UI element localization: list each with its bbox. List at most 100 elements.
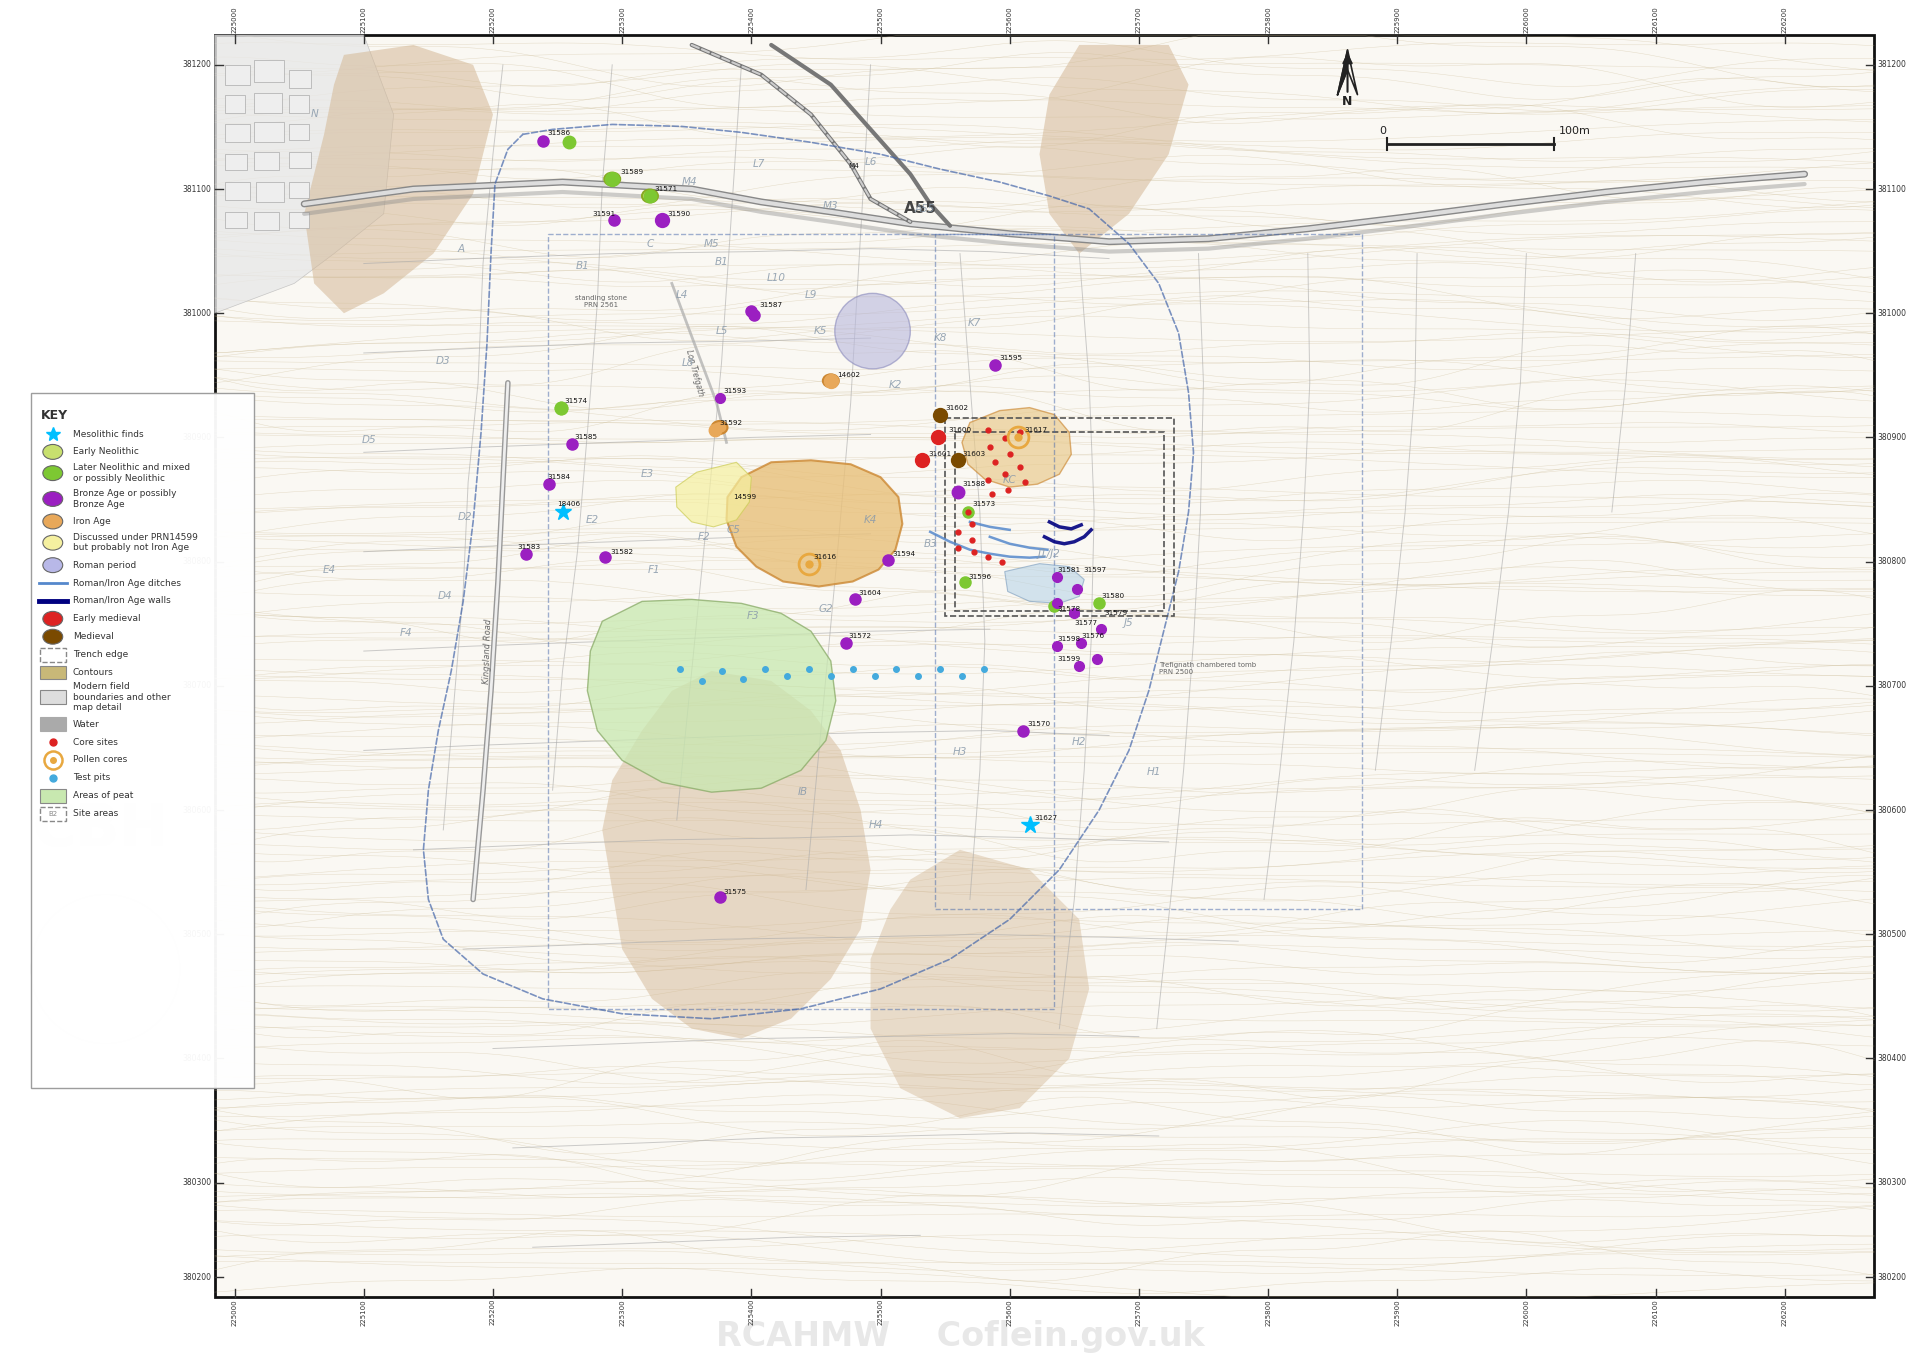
Text: M5: M5 xyxy=(704,239,720,248)
Text: D2: D2 xyxy=(459,512,472,522)
Text: 380300: 380300 xyxy=(182,1178,211,1187)
Text: E3: E3 xyxy=(641,470,654,479)
Polygon shape xyxy=(1006,563,1084,604)
Text: 381200: 381200 xyxy=(182,60,211,69)
Bar xyxy=(40,647,65,662)
Bar xyxy=(935,233,1362,909)
Text: 31583: 31583 xyxy=(518,544,541,550)
Bar xyxy=(225,212,246,228)
Text: 225600: 225600 xyxy=(1007,1299,1013,1326)
Circle shape xyxy=(835,293,910,369)
Text: J1/J2: J1/J2 xyxy=(1038,548,1061,559)
Text: F3: F3 xyxy=(746,611,760,622)
Text: 31590: 31590 xyxy=(668,210,691,217)
Text: 225600: 225600 xyxy=(1007,7,1013,33)
Text: KC: KC xyxy=(1004,475,1017,486)
Text: 31604: 31604 xyxy=(858,590,881,597)
Text: 31627: 31627 xyxy=(1034,816,1057,821)
Text: 225400: 225400 xyxy=(748,1299,754,1326)
Text: 31599: 31599 xyxy=(1057,655,1080,662)
Text: 0: 0 xyxy=(1380,126,1386,136)
Bar xyxy=(255,122,284,142)
Bar xyxy=(547,233,1054,1008)
Bar xyxy=(257,182,284,202)
Polygon shape xyxy=(675,463,752,527)
Ellipse shape xyxy=(42,445,63,460)
Text: Early Neolithic: Early Neolithic xyxy=(73,448,138,456)
Text: Trench edge: Trench edge xyxy=(73,650,129,660)
Text: 381100: 381100 xyxy=(182,185,211,194)
Bar xyxy=(290,182,309,198)
Text: A55: A55 xyxy=(904,201,936,216)
Bar xyxy=(255,60,284,81)
Text: L8: L8 xyxy=(681,358,695,368)
Text: 226100: 226100 xyxy=(1652,7,1658,33)
Text: 31589: 31589 xyxy=(620,170,643,175)
Text: 226200: 226200 xyxy=(1781,1299,1789,1326)
Bar xyxy=(290,95,309,113)
Text: KEY: KEY xyxy=(40,408,67,422)
Text: Site areas: Site areas xyxy=(73,809,117,818)
Text: 380600: 380600 xyxy=(1877,806,1906,814)
Text: 381000: 381000 xyxy=(182,309,211,318)
Bar xyxy=(40,691,65,704)
Text: 31601: 31601 xyxy=(929,452,952,457)
Text: K4: K4 xyxy=(864,514,877,525)
Text: G2: G2 xyxy=(819,604,833,615)
Text: 31616: 31616 xyxy=(814,554,837,559)
Text: 225900: 225900 xyxy=(1395,7,1401,33)
Text: 225800: 225800 xyxy=(1265,7,1270,33)
Text: 380400: 380400 xyxy=(182,1054,211,1063)
Bar xyxy=(944,418,1174,616)
Text: D4: D4 xyxy=(438,592,453,601)
Text: 380400: 380400 xyxy=(1877,1054,1906,1063)
Bar xyxy=(290,152,311,168)
Text: Mesolithic finds: Mesolithic finds xyxy=(73,430,144,438)
Bar xyxy=(290,69,311,88)
Text: F2: F2 xyxy=(697,532,710,541)
Bar xyxy=(225,95,244,113)
Polygon shape xyxy=(727,460,902,586)
Text: 380200: 380200 xyxy=(182,1273,211,1281)
Text: 31593: 31593 xyxy=(723,388,746,394)
Text: M4: M4 xyxy=(681,176,697,187)
Text: 225700: 225700 xyxy=(1136,7,1142,33)
Text: N: N xyxy=(311,110,319,119)
Polygon shape xyxy=(961,407,1071,487)
Text: 31577: 31577 xyxy=(1075,620,1098,626)
Text: 380500: 380500 xyxy=(1877,930,1906,939)
Text: K8: K8 xyxy=(933,332,946,343)
Ellipse shape xyxy=(42,612,63,627)
Text: 225500: 225500 xyxy=(877,1299,883,1326)
Bar xyxy=(255,212,280,229)
Bar xyxy=(225,125,249,142)
Polygon shape xyxy=(603,670,871,1038)
Text: Water: Water xyxy=(73,719,100,729)
Text: A55: A55 xyxy=(915,204,935,214)
Text: Lon Trefgath: Lon Trefgath xyxy=(685,349,706,398)
Text: C: C xyxy=(647,239,654,248)
Text: M4: M4 xyxy=(848,163,860,170)
Text: 225300: 225300 xyxy=(620,1299,626,1326)
Text: 31617: 31617 xyxy=(1025,427,1048,433)
Text: C5: C5 xyxy=(727,525,741,535)
Bar xyxy=(40,788,65,802)
Text: standing stone
PRN 2561: standing stone PRN 2561 xyxy=(576,294,628,308)
Text: Trefignath chambered tomb
PRN 2500: Trefignath chambered tomb PRN 2500 xyxy=(1159,662,1255,676)
Text: 380900: 380900 xyxy=(182,433,211,442)
Text: 31580: 31580 xyxy=(1102,593,1125,600)
Bar xyxy=(255,152,280,170)
Text: 226000: 226000 xyxy=(1524,1299,1529,1326)
Text: Medieval: Medieval xyxy=(73,632,113,642)
Text: Later Neolithic and mixed
or possibly Neolithic: Later Neolithic and mixed or possibly Ne… xyxy=(73,464,190,483)
Text: 31578: 31578 xyxy=(1057,607,1080,612)
Ellipse shape xyxy=(42,465,63,480)
Text: L6: L6 xyxy=(864,157,877,167)
Bar xyxy=(40,665,65,680)
Ellipse shape xyxy=(643,190,658,202)
Text: 381000: 381000 xyxy=(1877,309,1906,318)
Text: 31588: 31588 xyxy=(961,482,984,487)
Text: B1: B1 xyxy=(714,256,729,266)
Text: 31584: 31584 xyxy=(547,474,570,480)
Ellipse shape xyxy=(42,558,63,573)
